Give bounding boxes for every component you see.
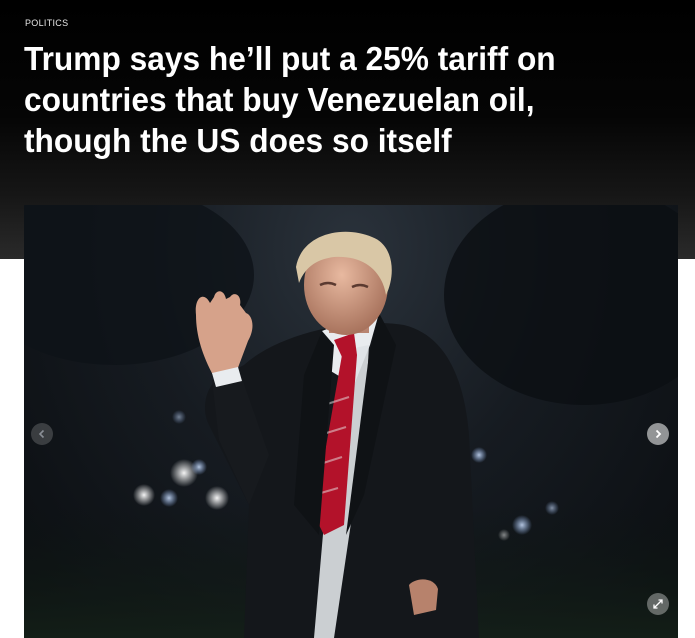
next-image-button[interactable] (647, 423, 669, 445)
expand-icon (653, 599, 663, 609)
section-label[interactable]: POLITICS (25, 18, 69, 28)
image-gallery (24, 205, 678, 638)
hero-photo (24, 205, 678, 638)
article-headline: Trump says he’ll put a 25% tariff on cou… (24, 40, 556, 159)
chevron-right-icon (655, 429, 662, 439)
prev-image-button[interactable] (31, 423, 53, 445)
expand-image-button[interactable] (647, 593, 669, 615)
chevron-left-icon (38, 429, 45, 439)
